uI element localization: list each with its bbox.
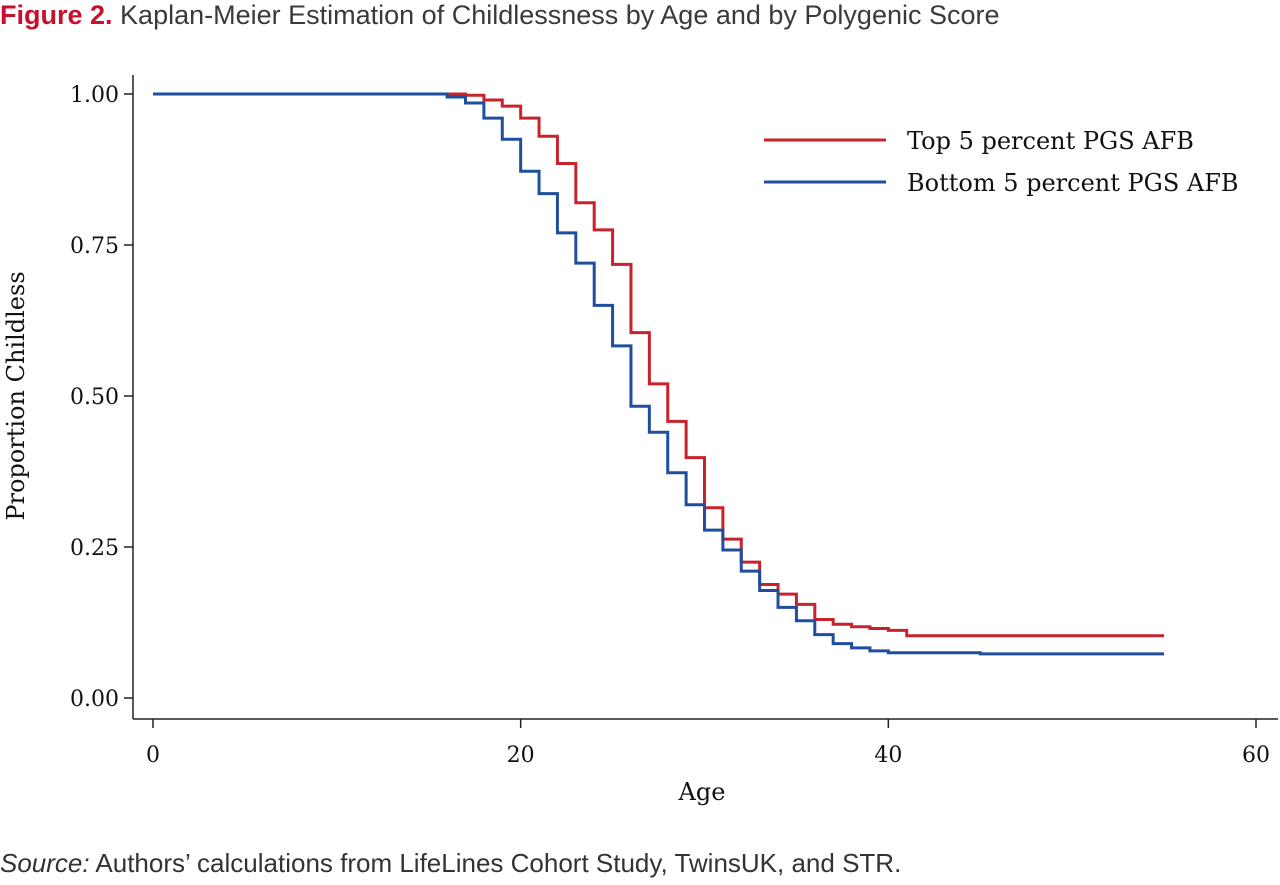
source-note: Source: Authors’ calculations from LifeL… xyxy=(0,848,901,879)
source-text: Authors’ calculations from LifeLines Coh… xyxy=(95,848,902,878)
x-tick-label: 0 xyxy=(146,743,160,768)
x-tick-label: 60 xyxy=(1242,743,1270,768)
chart-series xyxy=(153,92,1165,656)
y-tick-label: 1.00 xyxy=(70,83,119,108)
x-tick-label: 40 xyxy=(874,743,902,768)
chart-ticks: 0.00 0.25 0.50 0.75 1.00 0 20 40 60 xyxy=(70,83,1270,768)
y-tick-label: 0.75 xyxy=(70,234,119,259)
figure-title-text: Kaplan-Meier Estimation of Childlessness… xyxy=(120,0,1000,30)
y-axis-label: Proportion Childless xyxy=(2,271,30,520)
y-tick-label: 0.00 xyxy=(70,687,119,712)
chart-axes xyxy=(132,75,1278,720)
km-chart: 0.00 0.25 0.50 0.75 1.00 0 20 40 60 Top 5 percen… xyxy=(2,75,1278,806)
source-label: Source: xyxy=(0,848,90,878)
x-tick-label: 20 xyxy=(507,743,535,768)
series-line-bottom-5-percent xyxy=(153,92,1165,656)
chart-legend: Top 5 percent PGS AFB Bottom 5 percent PG… xyxy=(764,127,1239,197)
legend-label: Bottom 5 percent PGS AFB xyxy=(907,169,1239,197)
x-axis-label: Age xyxy=(678,778,726,806)
legend-label: Top 5 percent PGS AFB xyxy=(907,127,1194,155)
y-tick-label: 0.50 xyxy=(70,385,119,410)
figure-title: Figure 2. Kaplan-Meier Estimation of Chi… xyxy=(0,0,1280,31)
y-tick-label: 0.25 xyxy=(70,536,119,561)
series-line-top-5-percent xyxy=(153,92,1165,638)
figure-number: Figure 2. xyxy=(0,0,113,30)
